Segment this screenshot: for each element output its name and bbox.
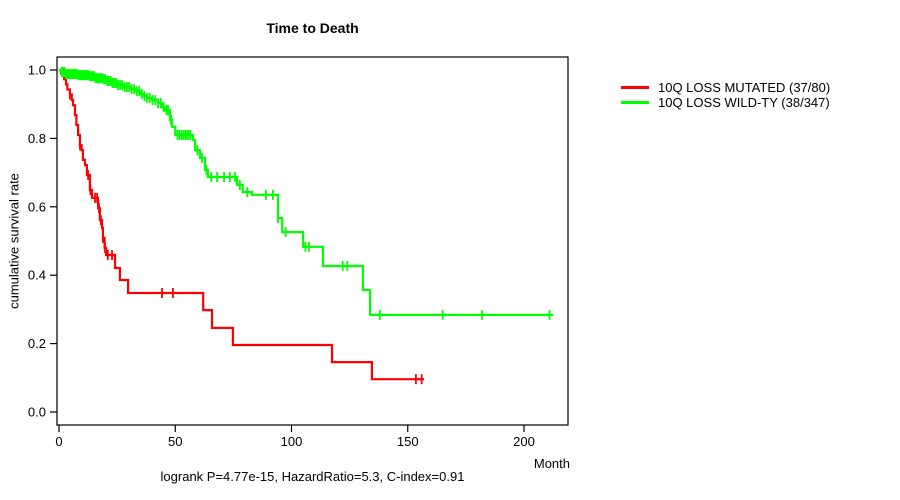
chart-title: Time to Death [266,20,359,36]
svg-text:150: 150 [397,434,419,449]
svg-text:100: 100 [281,434,303,449]
svg-text:1.0: 1.0 [28,63,46,78]
svg-text:0.8: 0.8 [28,131,46,146]
legend-label-wildtype: 10Q LOSS WILD-TY (38/347) [658,95,830,110]
legend-label-mutated: 10Q LOSS MUTATED (37/80) [658,80,831,95]
legend: 10Q LOSS MUTATED (37/80) 10Q LOSS WILD-T… [621,80,830,110]
legend-item-wildtype: 10Q LOSS WILD-TY (38/347) [621,95,830,110]
legend-line-green-icon [621,101,649,104]
legend-line-red-icon [621,86,649,89]
stats-annotation: logrank P=4.77e-15, HazardRatio=5.3, C-i… [160,469,465,484]
svg-text:0.6: 0.6 [28,199,46,214]
svg-text:200: 200 [513,434,535,449]
svg-text:0.2: 0.2 [28,336,46,351]
legend-item-mutated: 10Q LOSS MUTATED (37/80) [621,80,830,95]
svg-text:50: 50 [168,434,182,449]
svg-text:0.4: 0.4 [28,268,46,283]
svg-text:0.0: 0.0 [28,405,46,420]
x-axis-label: Month [533,456,570,471]
svg-text:0: 0 [55,434,62,449]
